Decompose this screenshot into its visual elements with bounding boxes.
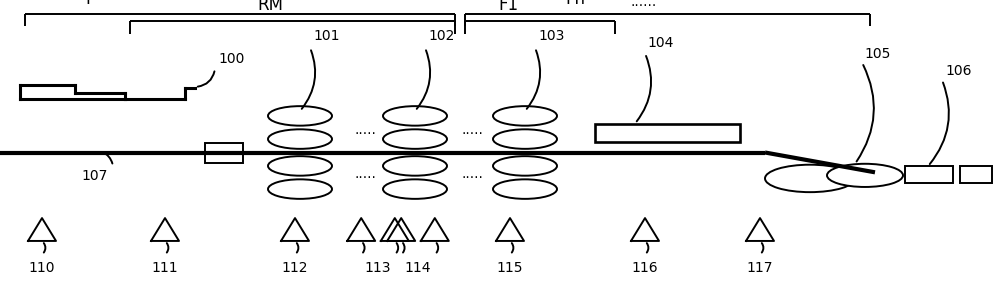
- Bar: [205, 143, 243, 163]
- Text: RM: RM: [257, 0, 283, 14]
- Ellipse shape: [493, 179, 557, 199]
- Text: F: F: [85, 0, 95, 8]
- Text: ......: ......: [631, 0, 657, 9]
- Ellipse shape: [268, 179, 332, 199]
- Ellipse shape: [493, 129, 557, 149]
- Text: 113: 113: [365, 261, 391, 275]
- Text: 101: 101: [313, 29, 340, 43]
- Text: 112: 112: [282, 261, 308, 275]
- Text: Fn: Fn: [565, 0, 585, 8]
- Ellipse shape: [383, 129, 447, 149]
- Ellipse shape: [383, 106, 447, 126]
- Text: 111: 111: [152, 261, 178, 275]
- Ellipse shape: [268, 129, 332, 149]
- Text: 114: 114: [405, 261, 431, 275]
- Ellipse shape: [827, 164, 903, 187]
- Text: 102: 102: [428, 29, 454, 43]
- Ellipse shape: [765, 165, 855, 192]
- Text: 100: 100: [218, 52, 244, 66]
- Text: 117: 117: [747, 261, 773, 275]
- Text: 104: 104: [647, 36, 673, 50]
- Ellipse shape: [493, 106, 557, 126]
- Text: 106: 106: [945, 64, 972, 78]
- Text: F1: F1: [498, 0, 518, 14]
- Text: 107: 107: [82, 169, 108, 183]
- Text: 110: 110: [29, 261, 55, 275]
- Ellipse shape: [383, 156, 447, 176]
- Ellipse shape: [268, 156, 332, 176]
- Text: .....: .....: [461, 167, 483, 181]
- Text: .....: .....: [354, 123, 376, 137]
- Text: 103: 103: [538, 29, 564, 43]
- Text: 105: 105: [864, 47, 890, 61]
- Text: .....: .....: [461, 123, 483, 137]
- Text: 116: 116: [632, 261, 658, 275]
- Text: .....: .....: [354, 167, 376, 181]
- Bar: [905, 166, 953, 183]
- Ellipse shape: [493, 156, 557, 176]
- Text: 115: 115: [497, 261, 523, 275]
- Ellipse shape: [268, 106, 332, 126]
- Bar: [960, 166, 992, 183]
- Bar: [595, 124, 740, 142]
- Ellipse shape: [383, 179, 447, 199]
